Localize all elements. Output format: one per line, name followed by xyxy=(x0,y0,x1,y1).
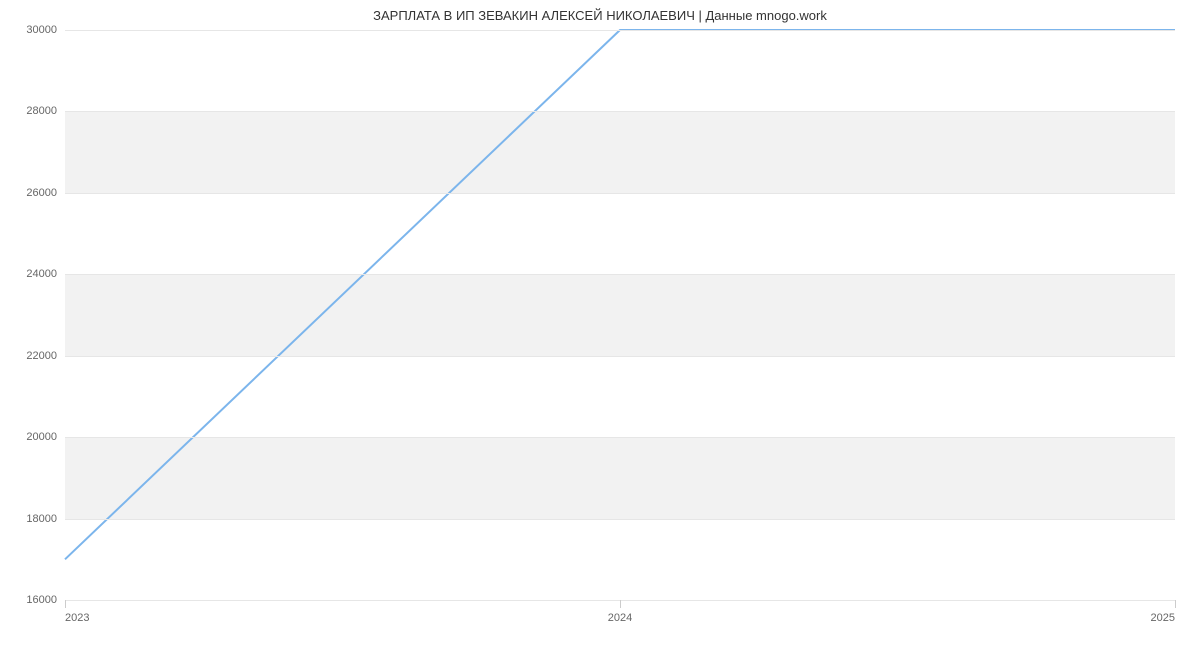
y-axis-label: 24000 xyxy=(26,268,57,280)
line-series xyxy=(65,30,1175,600)
y-axis-label: 26000 xyxy=(26,187,57,199)
chart-title: ЗАРПЛАТА В ИП ЗЕВАКИН АЛЕКСЕЙ НИКОЛАЕВИЧ… xyxy=(0,8,1200,23)
plot-area: 1600018000200002200024000260002800030000… xyxy=(65,30,1175,600)
x-tick xyxy=(65,600,66,608)
x-axis-label: 2023 xyxy=(65,612,89,624)
y-gridline xyxy=(65,519,1175,520)
series-line-salary xyxy=(65,30,1175,559)
y-axis-label: 16000 xyxy=(26,594,57,606)
y-axis-label: 28000 xyxy=(26,105,57,117)
y-gridline xyxy=(65,274,1175,275)
y-axis-label: 20000 xyxy=(26,431,57,443)
x-axis-label: 2025 xyxy=(1151,612,1175,624)
x-axis-label: 2024 xyxy=(608,612,632,624)
y-gridline xyxy=(65,30,1175,31)
y-axis-label: 18000 xyxy=(26,513,57,525)
y-gridline xyxy=(65,437,1175,438)
salary-chart: ЗАРПЛАТА В ИП ЗЕВАКИН АЛЕКСЕЙ НИКОЛАЕВИЧ… xyxy=(0,0,1200,650)
y-axis-label: 22000 xyxy=(26,350,57,362)
y-axis-label: 30000 xyxy=(26,24,57,36)
y-gridline xyxy=(65,111,1175,112)
x-tick xyxy=(620,600,621,608)
y-gridline xyxy=(65,356,1175,357)
y-gridline xyxy=(65,193,1175,194)
x-tick xyxy=(1175,600,1176,608)
